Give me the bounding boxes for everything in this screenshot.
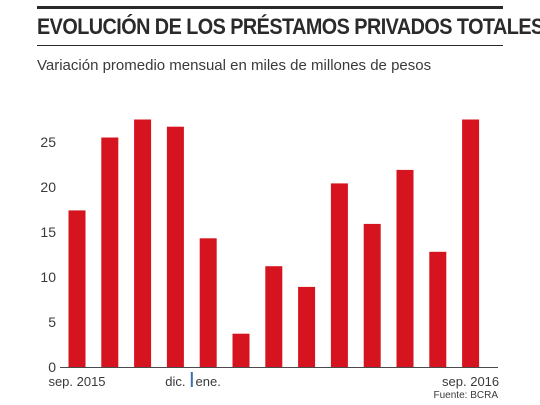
bar-8 bbox=[298, 286, 316, 367]
chart-subtitle: Variación promedio mensual en miles de m… bbox=[37, 57, 432, 74]
bar-11 bbox=[396, 169, 414, 367]
y-tick-label-25: 25 bbox=[40, 134, 56, 150]
bar-2 bbox=[101, 137, 119, 367]
bar-1 bbox=[68, 210, 86, 367]
x-label-1: dic. bbox=[165, 374, 185, 389]
top-rule bbox=[37, 6, 503, 9]
x-label-3: sep. 2016 bbox=[442, 374, 499, 389]
x-axis-labels: sep. 2015 dic. ene. sep. 2016 bbox=[48, 372, 499, 389]
y-tick-label-5: 5 bbox=[48, 314, 56, 330]
title-rule bbox=[37, 45, 503, 46]
bar-12 bbox=[429, 251, 447, 367]
bar-3 bbox=[134, 119, 152, 367]
bar-5 bbox=[199, 238, 217, 367]
bars bbox=[68, 119, 480, 367]
chart-title: EVOLUCIÓN DE LOS PRÉSTAMOS PRIVADOS TOTA… bbox=[37, 14, 540, 39]
x-label-2: ene. bbox=[196, 374, 221, 389]
year-separator bbox=[190, 372, 193, 387]
y-tick-label-10: 10 bbox=[40, 269, 56, 285]
bar-13 bbox=[462, 119, 480, 367]
source-note: Fuente: BCRA bbox=[433, 390, 498, 401]
bar-7 bbox=[265, 266, 283, 367]
x-label-0: sep. 2015 bbox=[48, 374, 105, 389]
bar-9 bbox=[330, 183, 348, 367]
y-tick-label-15: 15 bbox=[40, 224, 56, 240]
y-axis-ticks: 0 5 10 15 20 25 bbox=[40, 134, 56, 375]
y-tick-label-20: 20 bbox=[40, 179, 56, 195]
bar-4 bbox=[166, 126, 184, 367]
bar-10 bbox=[363, 223, 381, 367]
bar-6 bbox=[232, 333, 250, 367]
y-tick-label-0: 0 bbox=[48, 359, 56, 375]
